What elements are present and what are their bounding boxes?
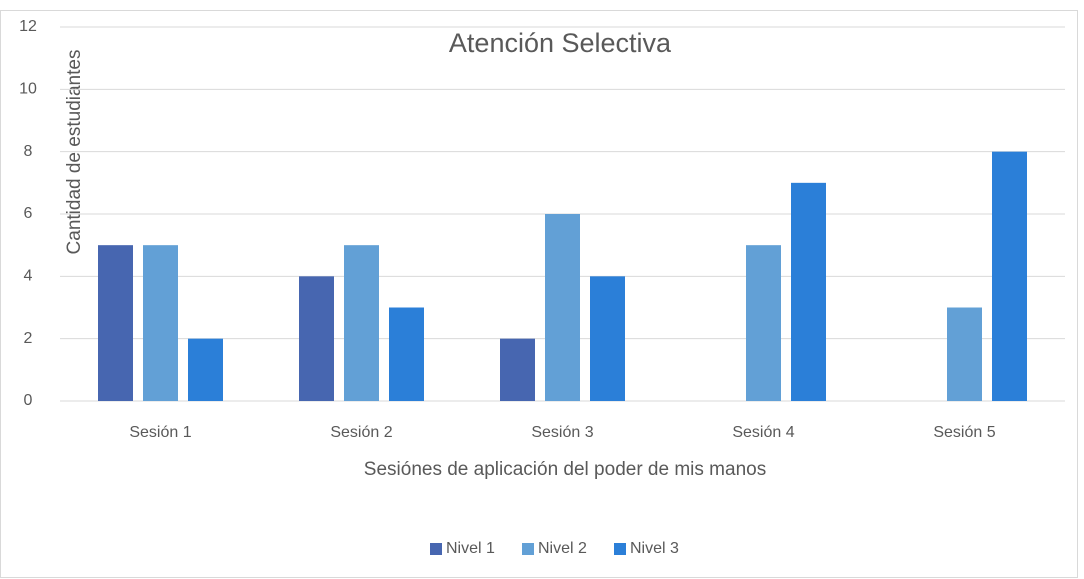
x-tick-label: Sesión 5 [933,424,995,441]
y-tick-label: 6 [24,205,33,222]
legend-swatch [614,543,626,555]
bar [299,276,334,401]
x-tick-label: Sesión 2 [330,424,392,441]
bar [791,182,826,401]
bar [344,245,379,401]
bar [188,338,223,401]
y-tick-label: 0 [24,392,33,409]
x-axis-title: Sesiónes de aplicación del poder de mis … [364,459,766,480]
bar [947,307,982,401]
bar [992,151,1027,401]
chart-title: Atención Selectiva [449,28,672,58]
y-tick-label: 12 [19,18,37,35]
bar [500,338,535,401]
legend-swatch [522,543,534,555]
x-tick-label: Sesión 1 [129,424,191,441]
bar [143,245,178,401]
chart-frame [0,10,1078,578]
bar [590,276,625,401]
bar [545,214,580,401]
y-tick-label: 10 [19,81,37,98]
legend-label: Nivel 1 [446,540,495,557]
y-tick-label: 4 [24,268,33,285]
y-tick-label: 2 [24,330,33,347]
legend-label: Nivel 2 [538,540,587,557]
x-tick-label: Sesión 3 [531,424,593,441]
legend-swatch [430,543,442,555]
legend-label: Nivel 3 [630,540,679,557]
bar [98,245,133,401]
x-tick-label: Sesión 4 [732,424,794,441]
y-tick-label: 8 [24,143,33,160]
bar [746,245,781,401]
bar [389,307,424,401]
